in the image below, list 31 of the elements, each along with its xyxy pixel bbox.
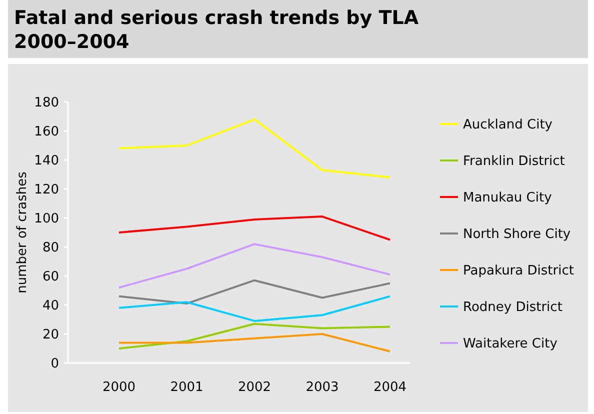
- chart-title: Fatal and serious crash trends by TLA 2000–2004: [14, 7, 419, 53]
- legend-label: Manukau City: [463, 190, 552, 206]
- legend-label: Waitakere City: [463, 336, 558, 352]
- y-tick-label: 180: [34, 96, 59, 111]
- y-tick-label: 0: [50, 356, 59, 372]
- y-tick-label: 20: [42, 328, 59, 343]
- legend-label: Auckland City: [463, 118, 553, 133]
- legend-label: North Shore City: [463, 227, 571, 242]
- y-tick-label: 100: [34, 212, 59, 227]
- y-tick-label: 40: [42, 298, 59, 314]
- y-tick-label: 80: [42, 240, 59, 256]
- y-tick-label: 160: [34, 124, 59, 140]
- line-series: [118, 118, 391, 178]
- legend-label: Franklin District: [463, 154, 565, 170]
- line-series: [118, 279, 391, 305]
- legend-label: Rodney District: [463, 300, 562, 316]
- line-series: [118, 322, 391, 350]
- y-tick-label: 140: [34, 154, 59, 169]
- x-tick-label: 2001: [170, 380, 204, 395]
- line-series: [118, 333, 391, 352]
- x-tick-label: 2003: [306, 380, 339, 395]
- legend-label: Papakura District: [463, 264, 574, 279]
- line-series: [118, 295, 391, 322]
- x-tick-label: 2002: [238, 380, 272, 395]
- y-tick-label: 60: [42, 270, 59, 285]
- x-tick-label: 2004: [373, 380, 407, 395]
- y-axis-title: number of crashes: [15, 171, 30, 294]
- y-tick-label: 120: [34, 182, 59, 198]
- line-series: [118, 216, 391, 241]
- x-tick-label: 2000: [102, 380, 136, 395]
- line-series: [118, 243, 391, 289]
